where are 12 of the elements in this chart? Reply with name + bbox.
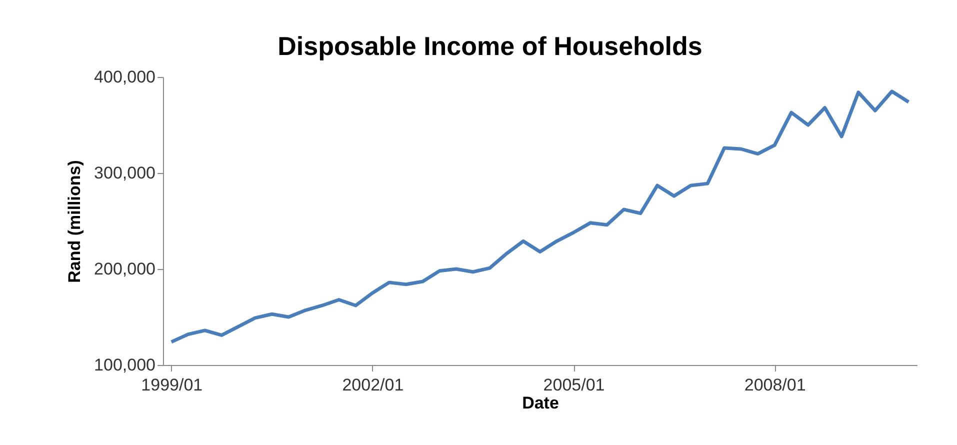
x-tick-label: 1999/01: [141, 376, 203, 394]
x-axis-title: Date: [522, 394, 559, 412]
x-tick-label: 2005/01: [543, 376, 605, 394]
y-tick-label: 200,000: [94, 260, 156, 278]
x-tick-label: 2008/01: [744, 376, 806, 394]
x-tick-label: 2002/01: [342, 376, 404, 394]
y-axis-title: Rand (millions): [65, 160, 84, 283]
y-tick-label: 100,000: [94, 356, 156, 374]
line-series: [170, 90, 910, 344]
y-tick-label: 300,000: [94, 164, 156, 182]
y-tick-label: 400,000: [94, 68, 156, 86]
chart-title: Disposable Income of Households: [278, 31, 702, 61]
